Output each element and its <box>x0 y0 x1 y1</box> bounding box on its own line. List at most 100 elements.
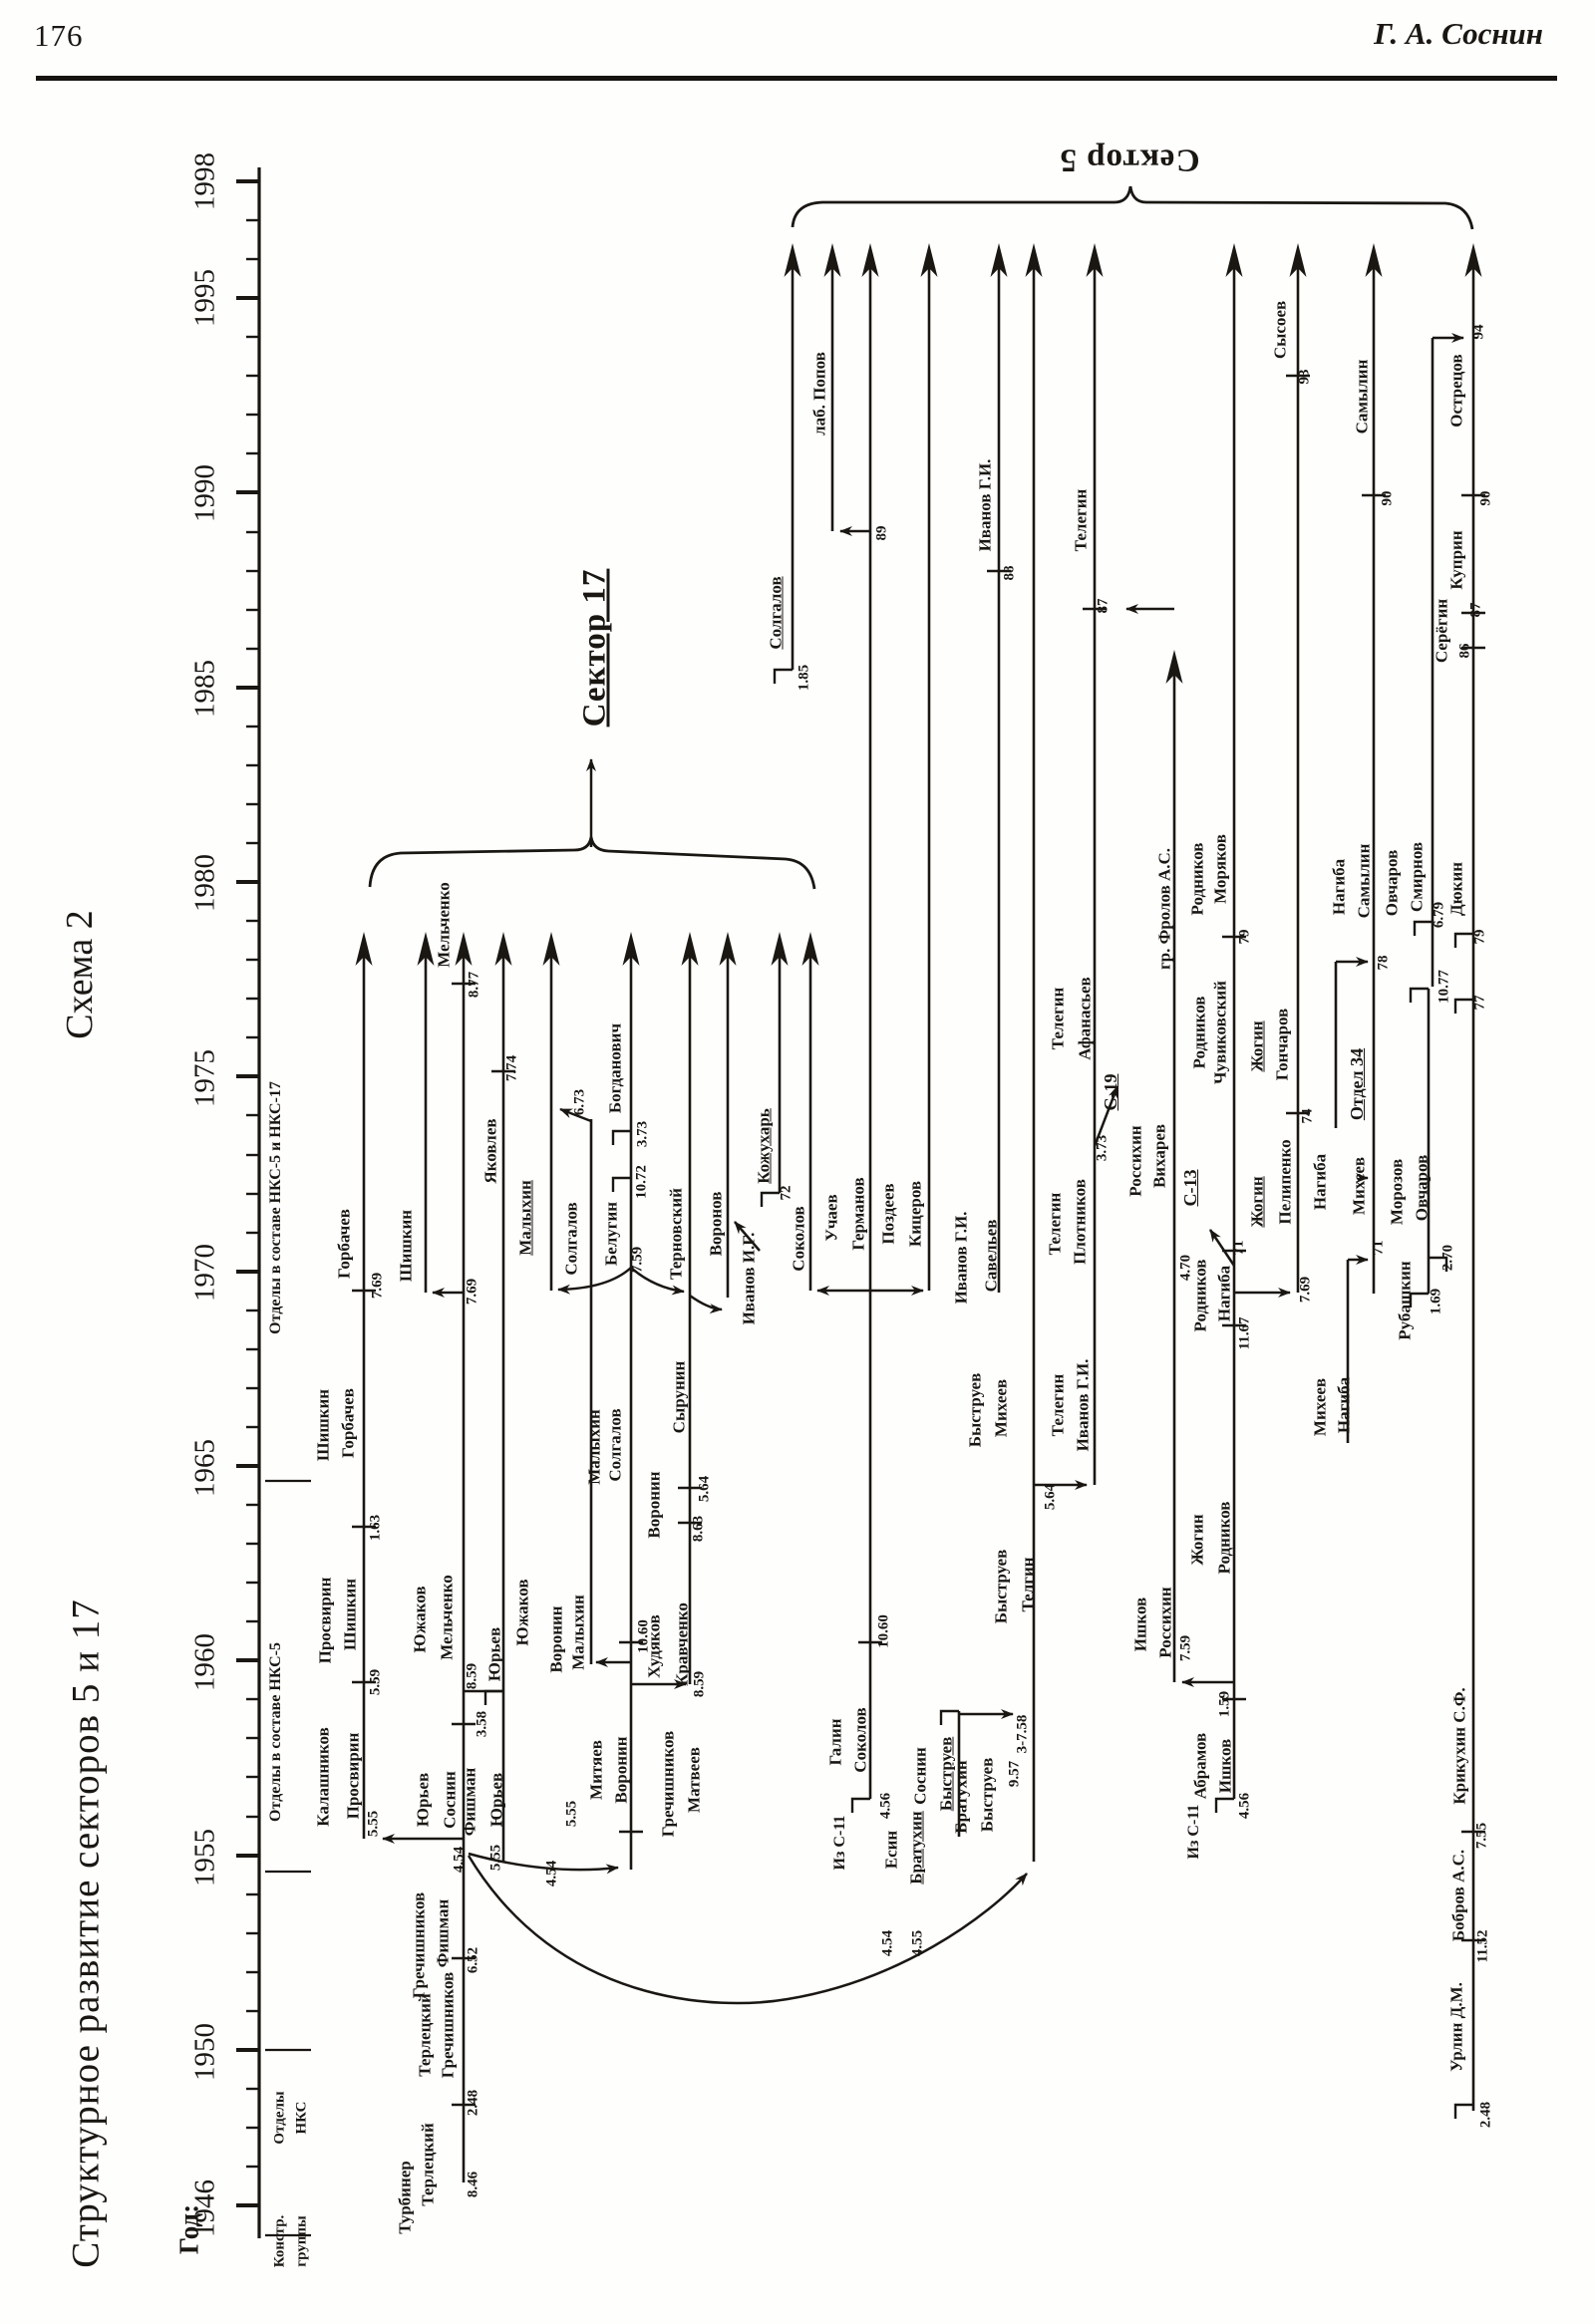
name-label: Солгалов <box>605 1408 625 1482</box>
date-label: 4.55 <box>909 1929 926 1957</box>
name-label: Родников <box>1190 1259 1210 1332</box>
name-label: Воронин <box>546 1605 566 1673</box>
connector-arrow <box>559 1107 592 1123</box>
axis-segment-label: группы <box>293 2215 310 2267</box>
arrowhead-up-icon <box>1225 243 1243 277</box>
arrowhead-up-icon <box>455 932 473 966</box>
name-label: Сырунин <box>669 1360 689 1434</box>
arrowhead-up-icon <box>681 932 699 966</box>
date-label: 4.54 <box>451 1846 468 1874</box>
name-label: Турбинер <box>395 2161 415 2234</box>
date-label: 3.58 <box>474 1710 490 1738</box>
date-label: 87 <box>1095 598 1112 614</box>
name-label: Быструев <box>977 1757 997 1833</box>
name-label: Горбачев <box>338 1388 358 1458</box>
arrowhead-up-icon <box>719 932 737 966</box>
name-label: Родников <box>1214 1501 1234 1575</box>
date-label: 7.74 <box>503 1054 520 1082</box>
name-label: Иванов Г.И. <box>975 458 995 552</box>
date-label: 5.55 <box>563 1800 580 1828</box>
date-label: 10.77 <box>1436 970 1452 1004</box>
name-label: лаб. Попов <box>809 352 829 436</box>
date-label: 10.60 <box>875 1614 892 1648</box>
corner-bracket <box>1214 1797 1234 1813</box>
name-label: Россихин <box>1155 1587 1175 1658</box>
arrowhead-up-icon <box>861 243 879 277</box>
connector-arrow <box>1093 1085 1119 1147</box>
name-label: Гончаров <box>1272 1008 1292 1081</box>
axis-segment-label: НКС <box>293 2101 310 2135</box>
name-label: Фишман <box>433 1898 453 1968</box>
name-label: Урлин Д.М. <box>1446 1982 1466 2072</box>
name-label: Юрьев <box>484 1626 504 1682</box>
name-label: Белугин <box>601 1201 621 1267</box>
name-label: Южаков <box>512 1579 532 1646</box>
name-label: Дюкин <box>1446 861 1466 917</box>
date-label: 11.67 <box>1236 1316 1253 1350</box>
name-label: Морозов <box>1387 1158 1407 1226</box>
name-label: Терновский <box>666 1188 686 1280</box>
name-label: Малыхин <box>584 1409 604 1485</box>
name-label: Быструев <box>991 1549 1011 1624</box>
name-label: Вихарев <box>1149 1123 1169 1189</box>
name-label: Просвирин <box>343 1732 363 1820</box>
connector-arrow <box>557 1267 632 1295</box>
date-label: 5.55 <box>365 1810 382 1838</box>
axis-year-label: 1946 <box>188 2179 221 2237</box>
arrowhead-up-icon <box>1464 243 1482 277</box>
axis-year-label: 1980 <box>188 854 221 912</box>
corner-bracket <box>1429 1256 1448 1272</box>
name-label: Савельев <box>981 1219 1001 1293</box>
corner-bracket <box>1453 2103 1473 2119</box>
name-label: Куприн <box>1446 530 1466 590</box>
arrowhead-up-icon <box>1086 243 1104 277</box>
date-label: 90 <box>1477 490 1494 506</box>
date-label: 79 <box>1236 929 1253 945</box>
date-label: 7.55 <box>1473 1822 1490 1850</box>
name-label: Воронин <box>644 1471 664 1539</box>
date-label: 2.70 <box>1439 1244 1456 1272</box>
axis-year-label: 1990 <box>188 464 221 522</box>
date-label: 93 <box>1296 369 1313 385</box>
name-label: Овчаров <box>1382 849 1402 917</box>
axis-segment-label: Отделы <box>271 2091 288 2145</box>
date-label: 8.59 <box>691 1670 708 1698</box>
diagram-title: Структурное развитие секторов 5 и 17 <box>64 1598 108 2268</box>
axis-year-label: 1985 <box>188 660 221 718</box>
name-label: Острецов <box>1446 354 1466 428</box>
sector-brace <box>791 185 1474 230</box>
name-label: Соснин <box>910 1747 930 1805</box>
date-label: 10.72 <box>633 1165 650 1199</box>
axis-year-label: 1995 <box>188 269 221 327</box>
name-label: Иванов И.Г. <box>739 1232 759 1325</box>
name-label: Жогин <box>1247 1176 1267 1228</box>
arrowhead-up-icon <box>1289 243 1307 277</box>
date-label: 7.59 <box>1177 1634 1194 1662</box>
date-label: 8.59 <box>464 1662 480 1690</box>
date-label: 72 <box>778 1185 795 1201</box>
date-label: 4.56 <box>877 1792 894 1820</box>
page-author: Г. А. Соснин <box>1374 16 1543 51</box>
name-label: Шишкин <box>396 1209 416 1283</box>
name-label: Соколов <box>850 1707 870 1773</box>
date-label: 3.73 <box>634 1120 651 1148</box>
date-label: 2.48 <box>1477 2101 1494 2129</box>
date-label: 5.64 <box>696 1475 713 1503</box>
name-label: Богданович <box>605 1022 625 1114</box>
name-label: Братухин <box>951 1760 971 1834</box>
name-label: Митяев <box>586 1740 606 1800</box>
date-label: 5.64 <box>1042 1483 1059 1511</box>
name-label: Гречишников <box>438 1971 458 2079</box>
name-label: Германов <box>848 1177 868 1251</box>
name-label: Матвеев <box>684 1747 704 1813</box>
name-label: Нагиба <box>1214 1265 1234 1322</box>
name-label: Иванов Г.И. <box>1073 1358 1093 1452</box>
name-label: Поздеев <box>878 1183 898 1245</box>
name-label: Серёгин <box>1432 598 1451 664</box>
arrowhead-up-icon <box>1365 243 1383 277</box>
date-label: 11.52 <box>1474 1929 1491 1963</box>
sector-brace <box>368 836 816 890</box>
name-label: Кицеров <box>905 1180 925 1248</box>
name-label: Телегин <box>1048 987 1068 1050</box>
